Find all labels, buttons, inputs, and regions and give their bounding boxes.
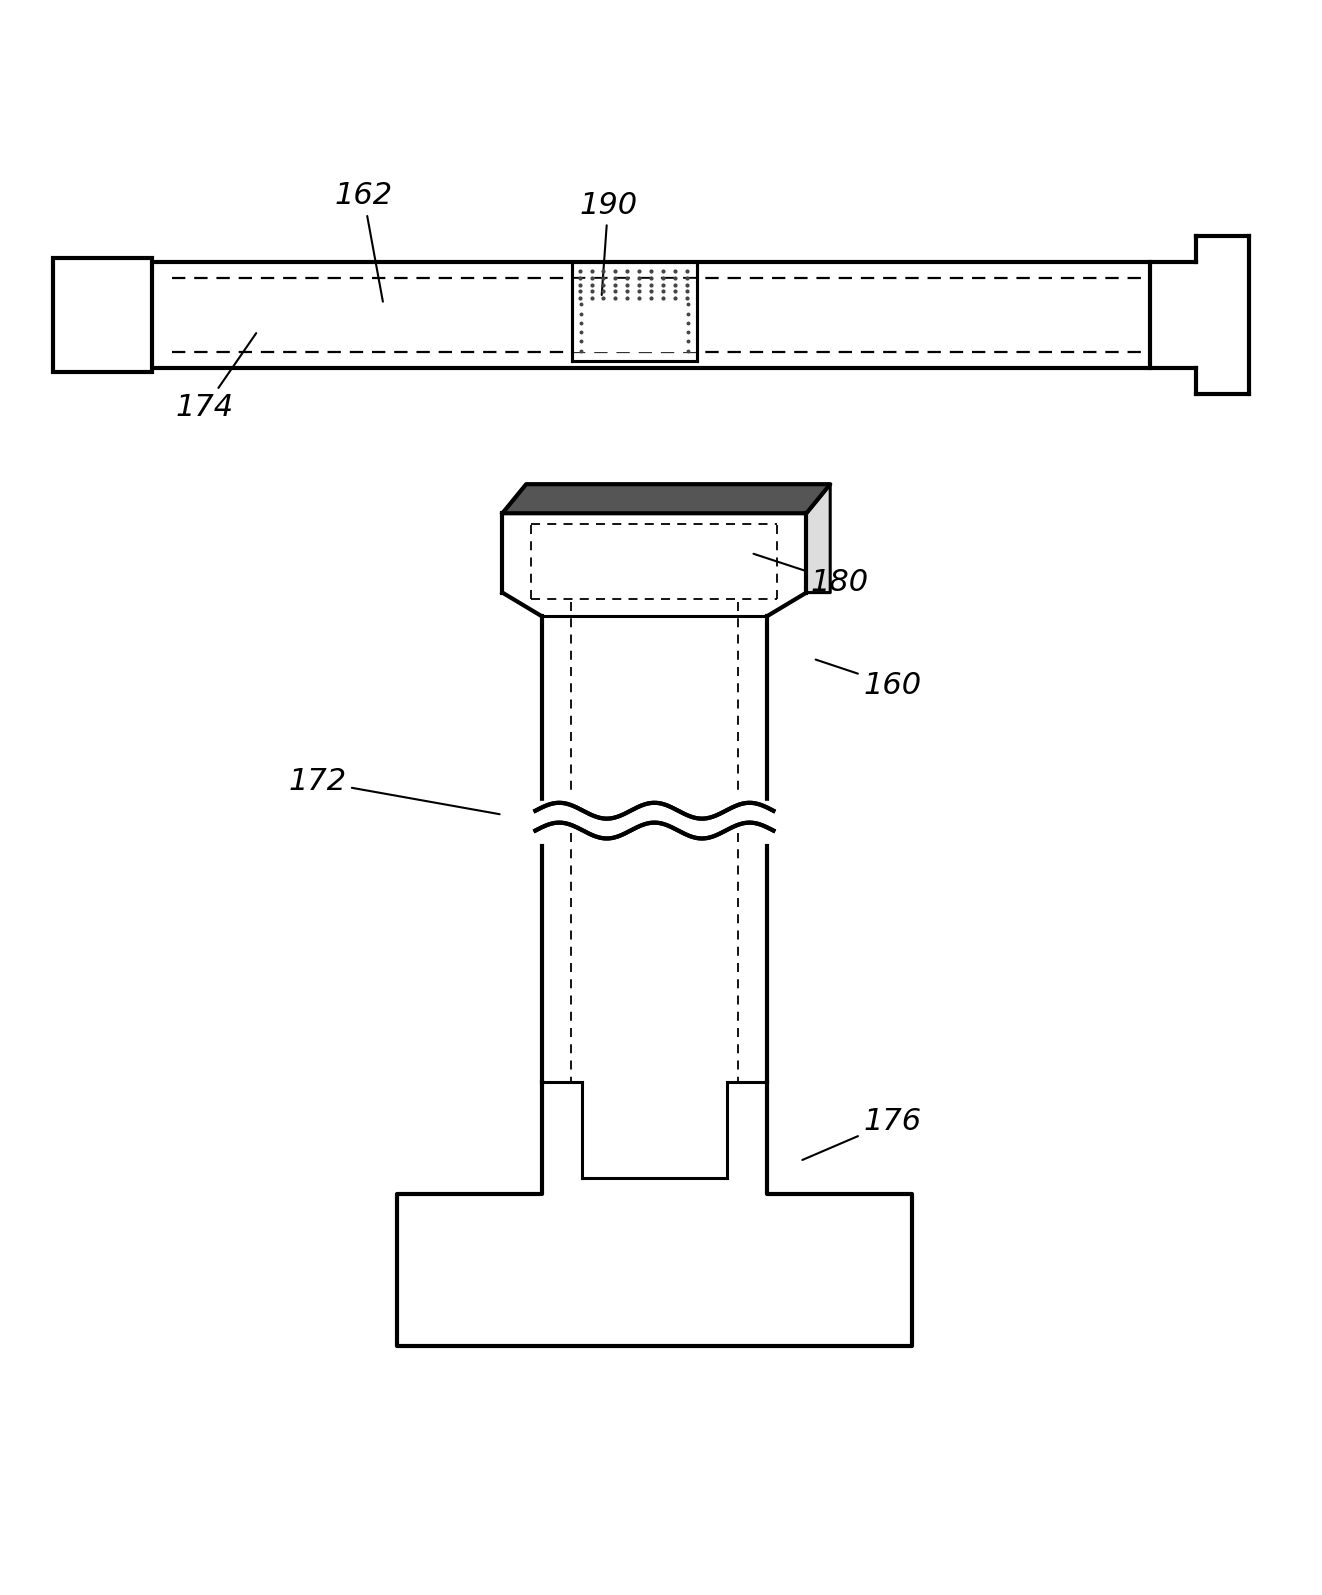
- Polygon shape: [806, 485, 830, 593]
- Text: 176: 176: [802, 1107, 921, 1160]
- Text: 190: 190: [579, 191, 637, 295]
- Text: 162: 162: [334, 182, 393, 301]
- Text: 160: 160: [816, 660, 921, 700]
- Text: 172: 172: [288, 767, 500, 813]
- Text: 174: 174: [176, 333, 256, 423]
- Polygon shape: [502, 485, 830, 514]
- Polygon shape: [534, 801, 775, 841]
- FancyBboxPatch shape: [132, 262, 1150, 368]
- FancyBboxPatch shape: [53, 258, 152, 372]
- Text: 180: 180: [754, 553, 869, 597]
- Polygon shape: [571, 279, 698, 351]
